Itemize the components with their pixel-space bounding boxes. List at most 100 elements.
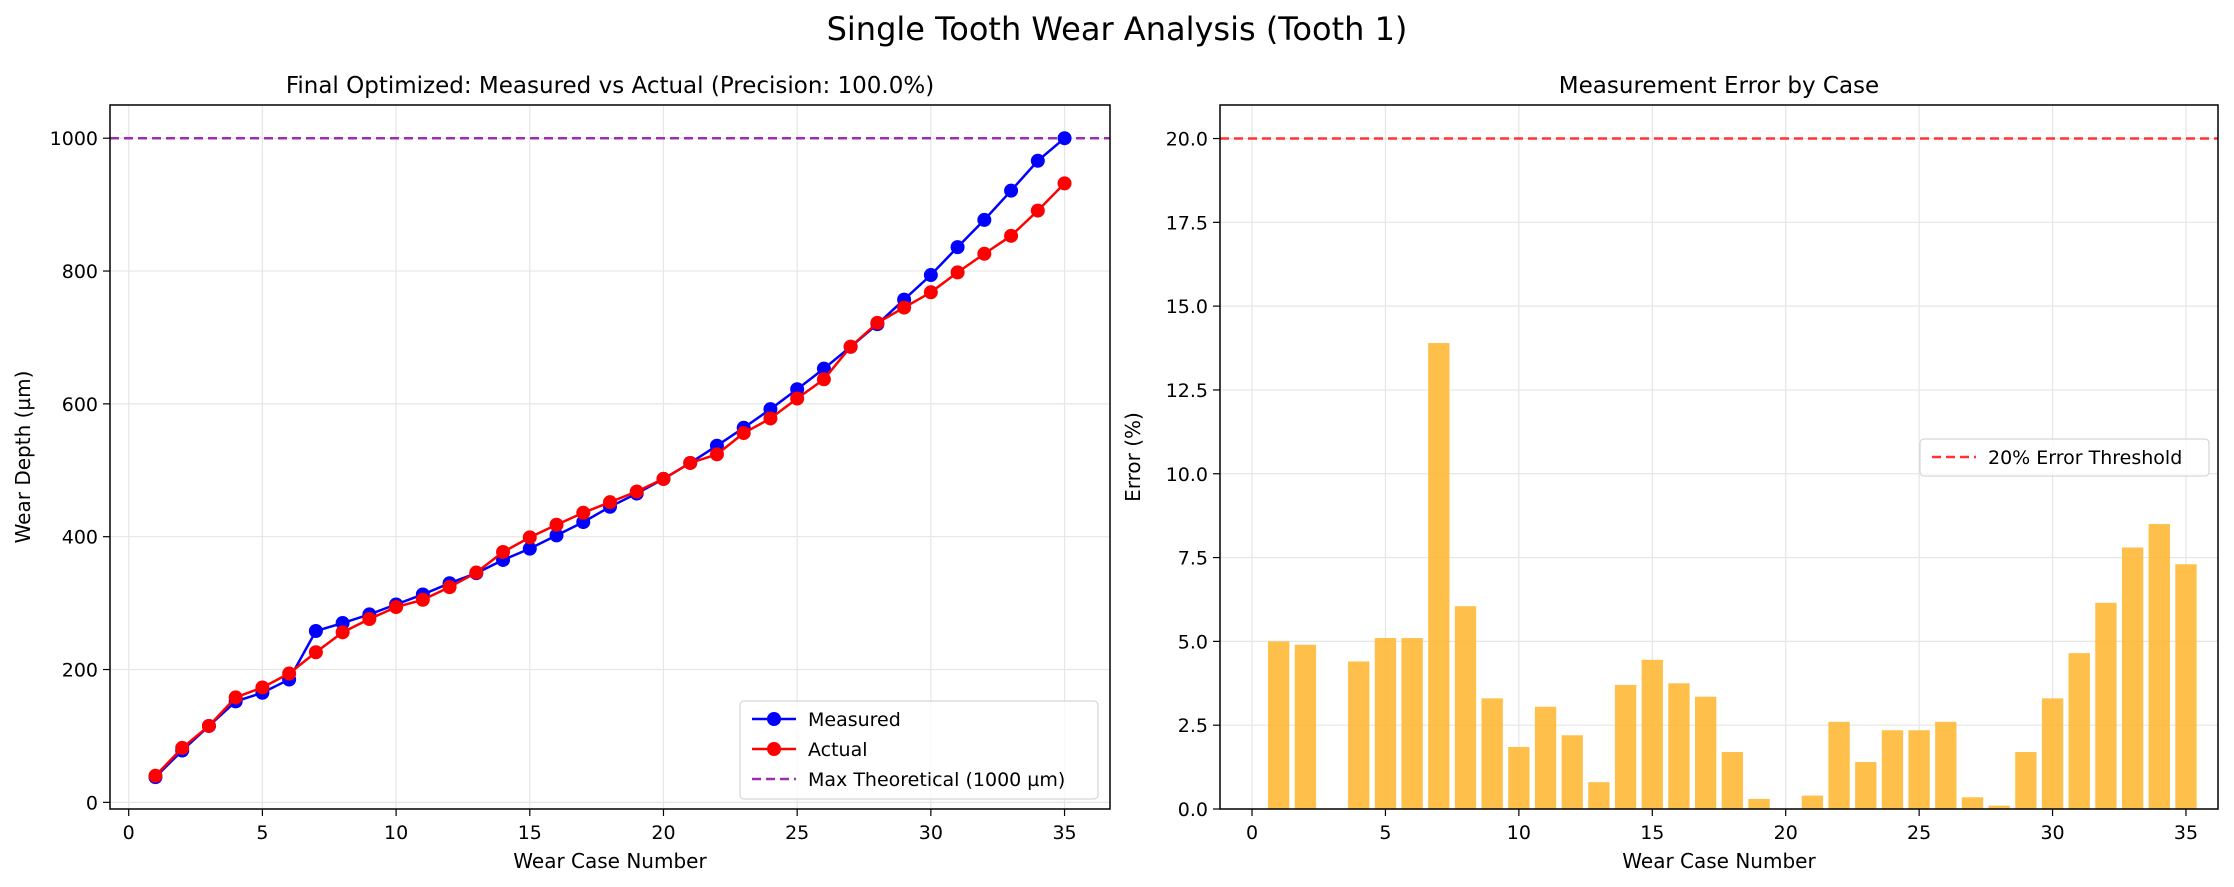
right-y-tick-label: 10.0 <box>1166 464 1208 486</box>
error-bar <box>2041 698 2064 809</box>
right-x-tick-label: 35 <box>2174 822 2198 844</box>
series-actual-point <box>897 300 912 315</box>
right-y-tick-label: 5.0 <box>1178 631 1208 653</box>
error-bar <box>1828 721 1850 809</box>
left-x-tick-label: 10 <box>384 822 408 844</box>
series-actual-point <box>282 666 297 681</box>
series-actual-point <box>603 495 617 510</box>
series-measured-point <box>950 240 965 255</box>
right-x-tick-label: 30 <box>2040 822 2064 844</box>
error-bar <box>2175 564 2197 809</box>
right-legend-box <box>1919 438 2210 477</box>
left-legend: Measured Actual Max Theoretical (1000 µm… <box>739 700 1099 800</box>
left-x-tick-label: 25 <box>785 822 809 844</box>
series-actual-point <box>255 680 270 695</box>
error-bar <box>1801 795 1824 809</box>
error-bar <box>1481 698 1503 809</box>
error-bar <box>2121 547 2144 809</box>
error-bar <box>1721 752 1744 809</box>
right-y-tick-label: 0.0 <box>1178 799 1208 821</box>
left-y-tick-label: 1000 <box>50 128 98 150</box>
error-bar <box>1454 606 1477 809</box>
legend-actual-label: Actual <box>808 739 868 761</box>
error-bar <box>2068 653 2090 809</box>
series-actual-point <box>816 372 831 387</box>
series-actual-point <box>950 265 965 280</box>
right-x-axis-label: Wear Case Number <box>1622 849 1816 873</box>
error-bar <box>1935 721 1957 809</box>
left-y-tick-label: 400 <box>62 527 98 549</box>
right-y-tick-label: 12.5 <box>1166 380 1208 402</box>
series-actual-point <box>656 471 671 486</box>
left-y-axis-label: Wear Depth (µm) <box>11 371 35 544</box>
series-actual-point <box>362 612 377 627</box>
series-actual-point <box>522 530 537 545</box>
series-actual-point <box>308 645 323 660</box>
series-actual-point <box>1030 203 1045 218</box>
series-actual-point <box>335 625 350 640</box>
error-bar <box>1561 735 1583 809</box>
error-bar <box>1668 683 1690 809</box>
left-chart-title: Final Optimized: Measured vs Actual (Pre… <box>286 73 934 99</box>
left-x-tick-label: 35 <box>1052 822 1076 844</box>
series-actual-point <box>442 580 457 595</box>
error-bar <box>1348 661 1370 809</box>
right-y-axis-label: Error (%) <box>1121 412 1145 502</box>
series-actual-point <box>843 339 858 354</box>
right-x-tick-label: 15 <box>1640 822 1664 844</box>
left-y-tick-label: 800 <box>62 261 98 283</box>
left-legend-box <box>739 700 1099 800</box>
legend-max-theoretical-label: Max Theoretical (1000 µm) <box>808 769 1065 791</box>
chart-measurement-error: 0 5 10 15 20 25 30 35 0.0 2.5 5.0 7.5 10.0 12.5 15.0 17… <box>1121 73 2219 873</box>
right-x-tick-label: 10 <box>1507 822 1531 844</box>
error-bar <box>1855 762 1877 809</box>
error-bar <box>1988 805 2010 809</box>
error-bar <box>1534 706 1557 809</box>
legend-measured-marker <box>767 712 781 726</box>
left-x-tick-label: 15 <box>518 822 542 844</box>
series-measured-point <box>977 212 992 227</box>
error-bar <box>1614 684 1637 809</box>
series-actual-point <box>1057 176 1072 191</box>
series-actual-point <box>977 246 992 261</box>
left-x-tick-label: 30 <box>919 822 943 844</box>
right-y-tick-label: 7.5 <box>1178 548 1208 570</box>
error-bar <box>2148 524 2170 809</box>
right-y-tick-label: 17.5 <box>1166 212 1208 234</box>
series-actual-point <box>415 592 430 607</box>
legend-measured-label: Measured <box>808 709 901 731</box>
series-actual-point <box>201 718 216 733</box>
error-bar <box>1881 730 1904 809</box>
left-y-tick-label: 0 <box>86 792 98 814</box>
figure-suptitle: Single Tooth Wear Analysis (Tooth 1) <box>827 10 1408 48</box>
series-actual-point <box>576 505 591 520</box>
left-x-tick-label: 0 <box>123 822 135 844</box>
error-bar <box>1294 644 1317 809</box>
series-measured-point <box>1057 131 1072 146</box>
series-measured-point <box>522 541 537 556</box>
right-legend: 20% Error Threshold <box>1919 438 2210 477</box>
series-actual-point <box>496 544 511 559</box>
left-y-tick-label: 600 <box>62 394 98 416</box>
right-x-tick-label: 20 <box>1774 822 1798 844</box>
series-actual-point <box>228 690 243 705</box>
series-actual-point <box>389 600 404 615</box>
error-bar <box>1374 638 1397 809</box>
right-y-tick-label: 2.5 <box>1178 715 1208 737</box>
series-actual-point <box>148 768 163 783</box>
error-bar <box>1694 696 1717 809</box>
error-bar <box>1588 782 1610 809</box>
left-plot-frame <box>109 104 1111 810</box>
error-bar <box>2015 752 2037 809</box>
error-bar <box>1401 638 1423 809</box>
legend-threshold-label: 20% Error Threshold <box>1988 447 2182 469</box>
right-plot-frame <box>1219 104 2219 810</box>
series-actual-point <box>1004 228 1019 243</box>
left-x-axis-label: Wear Case Number <box>513 849 707 873</box>
error-bar <box>1641 659 1663 809</box>
series-actual-point <box>763 411 778 426</box>
error-bar <box>1508 746 1530 809</box>
series-measured-point <box>549 528 564 543</box>
series-measured-point <box>1004 183 1019 198</box>
